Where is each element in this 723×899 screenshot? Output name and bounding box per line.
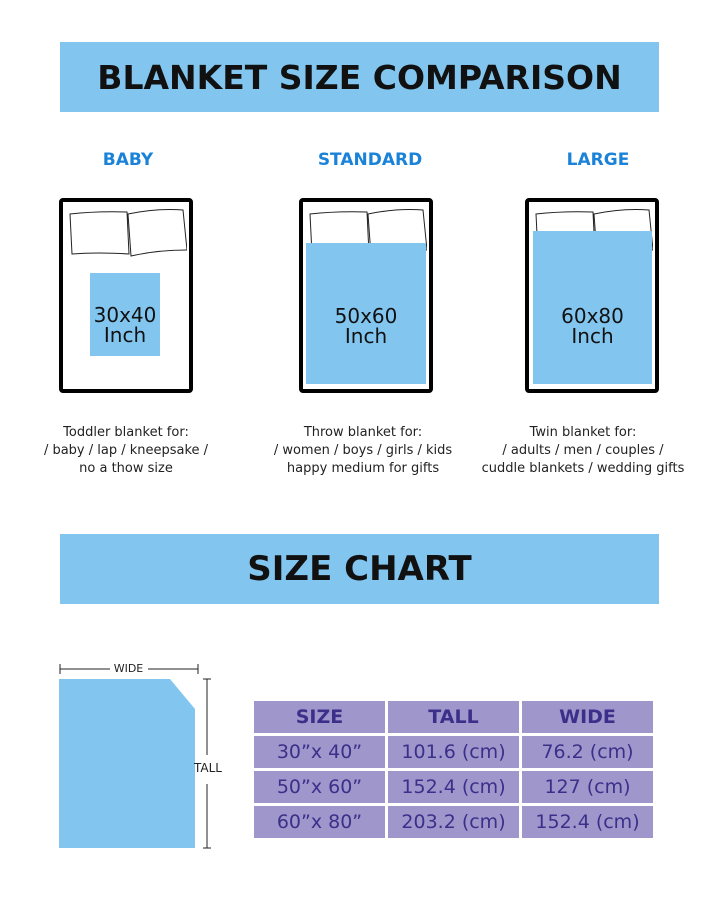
blanket-shape [59,679,195,848]
cell-tall: 101.6 (cm) [388,736,519,768]
table-row: 30”x 40” 101.6 (cm) 76.2 (cm) [254,736,653,768]
comparison-title: BLANKET SIZE COMPARISON [60,42,659,112]
size-chart-title: SIZE CHART [60,534,659,604]
bed-large: 60x80 Inch [525,198,659,393]
header-wide: WIDE [522,701,653,733]
cell-size: 50”x 60” [254,771,385,803]
desc-line: no a thow size [79,461,173,476]
unit-label: Inch [103,323,147,347]
blanket-dimension-diagram [59,664,211,849]
cell-size: 30”x 40” [254,736,385,768]
desc-large: Twin blanket for: / adults / men / coupl… [463,424,703,478]
header-size: SIZE [254,701,385,733]
size-label: 30x40 [93,303,157,327]
desc-line: Throw blanket for: [303,425,423,440]
cell-tall: 203.2 (cm) [388,806,519,838]
category-large: LARGE [566,150,630,170]
blanket-standard: 50x60 Inch [306,243,426,384]
table-row: 50”x 60” 152.4 (cm) 127 (cm) [254,771,653,803]
category-baby: BABY [102,150,154,170]
bed-baby: 30x40 Inch [59,198,193,393]
desc-line: Twin blanket for: [529,425,637,440]
blanket-baby: 30x40 Inch [90,273,160,356]
bed-standard: 50x60 Inch [299,198,433,393]
tall-label: TALL [194,761,222,775]
category-standard: STANDARD [317,150,423,170]
desc-line: cuddle blankets / wedding gifts [481,461,685,476]
table-header: SIZE TALL WIDE [254,701,653,733]
desc-standard: Throw blanket for: / women / boys / girl… [243,424,483,478]
wide-label: WIDE [113,662,144,675]
cell-size: 60”x 80” [254,806,385,838]
desc-line: / women / boys / girls / kids [273,443,453,458]
pillows-icon [69,209,187,257]
cell-wide: 152.4 (cm) [522,806,653,838]
size-table: SIZE TALL WIDE 30”x 40” 101.6 (cm) 76.2 … [251,698,656,841]
unit-label: Inch [571,324,614,348]
desc-baby: Toddler blanket for: / baby / lap / knee… [6,424,246,478]
blanket-large: 60x80 Inch [533,231,652,384]
header-tall: TALL [388,701,519,733]
unit-label: Inch [344,324,388,348]
cell-wide: 76.2 (cm) [522,736,653,768]
desc-line: Toddler blanket for: [63,425,189,440]
table-row: 60”x 80” 203.2 (cm) 152.4 (cm) [254,806,653,838]
desc-line: / adults / men / couples / [502,443,664,458]
cell-tall: 152.4 (cm) [388,771,519,803]
size-label: 50x60 [334,304,398,328]
cell-wide: 127 (cm) [522,771,653,803]
size-label: 60x80 [561,304,624,328]
desc-line: / baby / lap / kneepsake / [43,443,209,458]
desc-line: happy medium for gifts [286,461,440,476]
